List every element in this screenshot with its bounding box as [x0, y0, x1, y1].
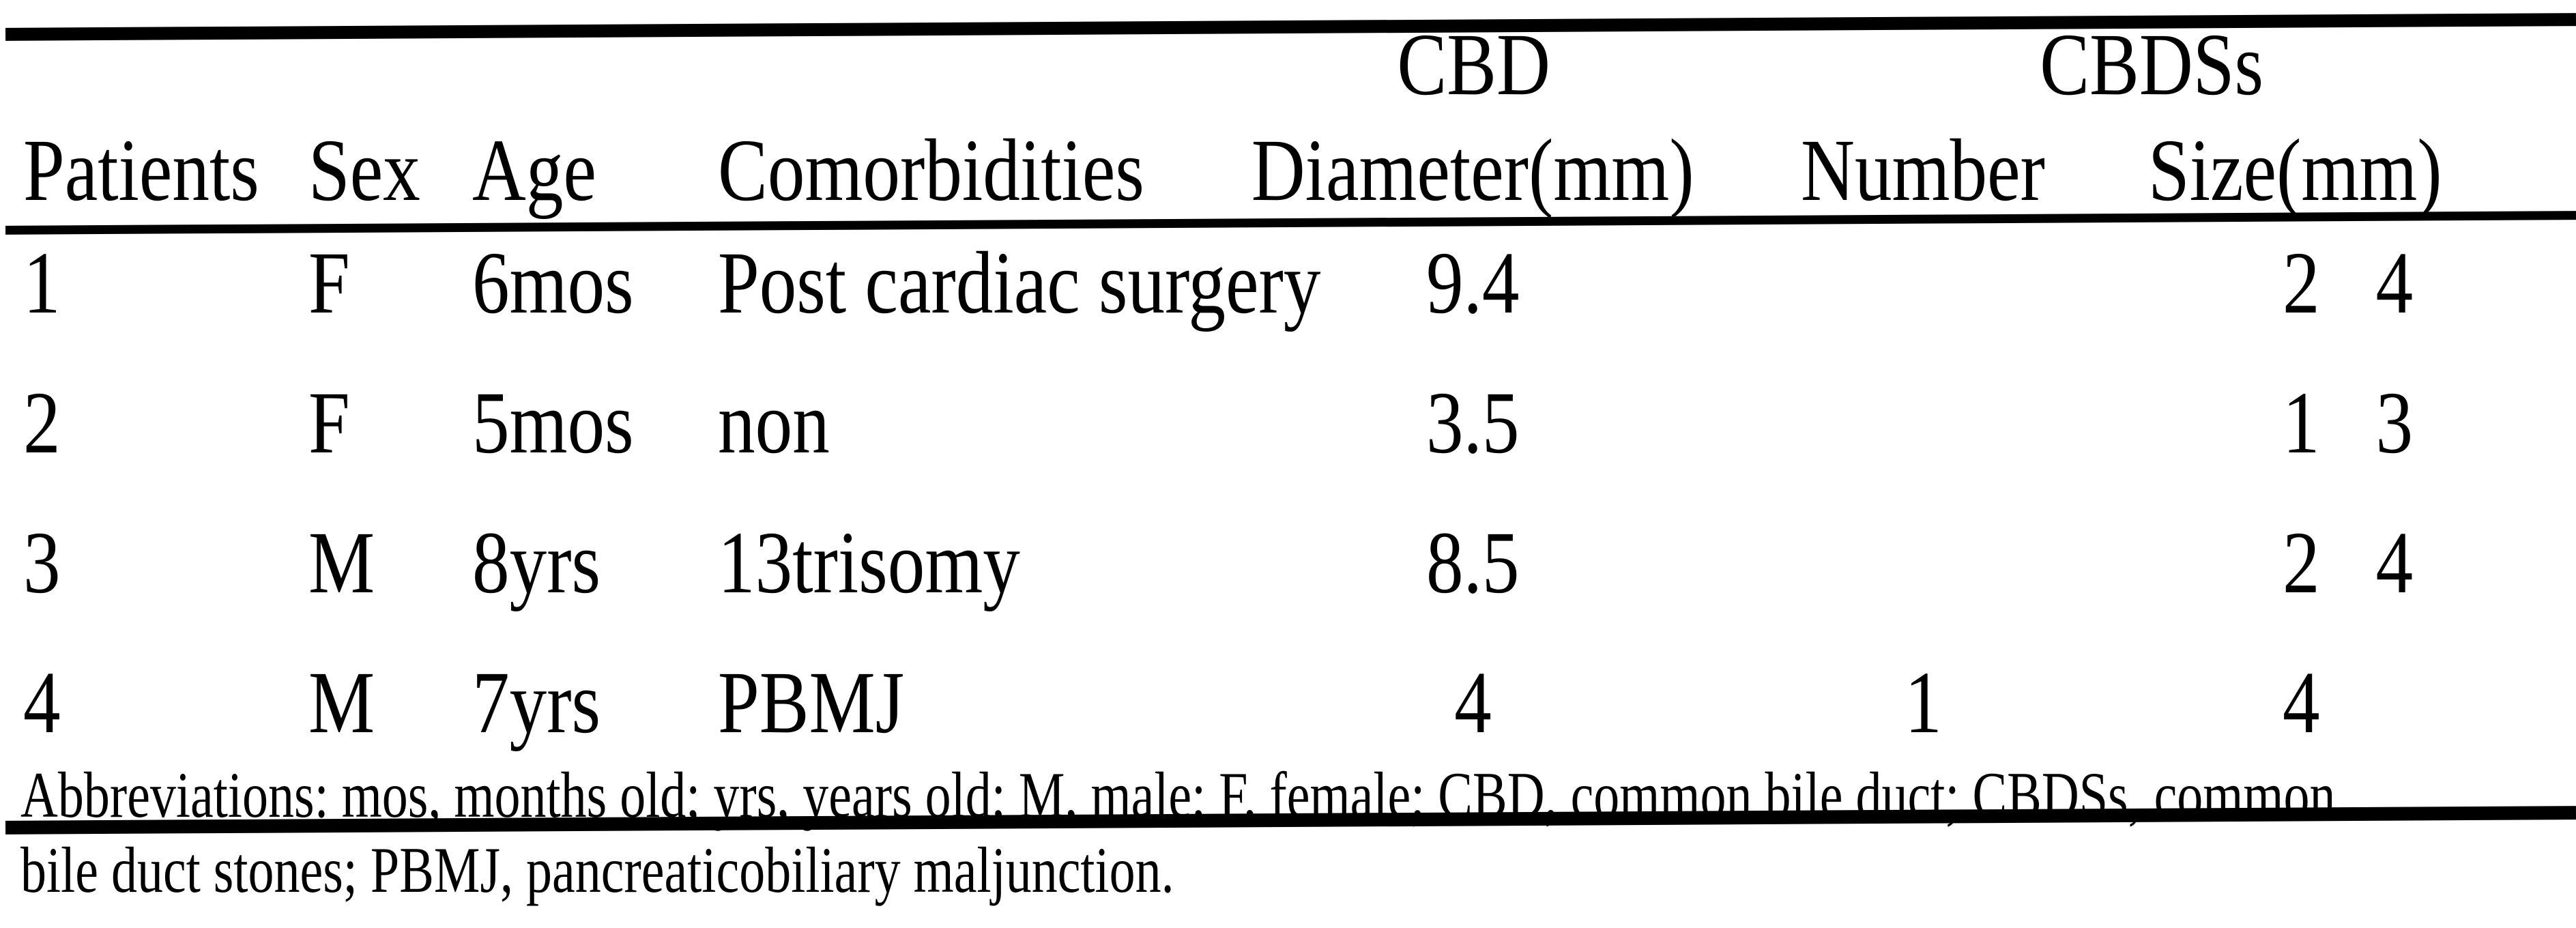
cell-patient-value: 2	[23, 374, 61, 472]
column-group-cbd-label: CBD	[1397, 16, 1551, 114]
cell-cbd-diameter: 3.5	[1166, 379, 1780, 467]
cell-cbds-size: 2 4	[2283, 519, 2438, 607]
cell-cbd-diameter-value: 4	[1453, 654, 1492, 752]
footnote-line-1-text: Abbreviations: mos, months old; yrs, yea…	[20, 759, 2336, 831]
cell-age-value: 6mos	[472, 234, 634, 332]
cell-age-value: 8yrs	[472, 514, 601, 612]
cell-cbd-diameter-value: 8.5	[1426, 514, 1520, 612]
cell-patient: 4	[23, 658, 68, 747]
cell-patient: 3	[23, 519, 68, 607]
cell-patient-value: 3	[23, 514, 61, 612]
column-header-comorbidities: Comorbidities	[718, 126, 1226, 215]
cell-comorbidities: 13trisomy	[718, 519, 1077, 607]
column-header-age: Age	[472, 126, 620, 215]
column-group-header-row: CBD CBDSs	[0, 20, 2576, 136]
cell-cbd-diameter: 4	[1166, 658, 1780, 747]
cell-cbd-diameter: 9.4	[1166, 239, 1780, 328]
cell-cbd-diameter-value: 3.5	[1426, 374, 1520, 472]
table-row: 1 F 6mos Post cardiac surgery 9.4 2 4	[0, 239, 2576, 355]
cell-comorbidities: non	[718, 379, 851, 467]
cell-sex: F	[308, 379, 358, 467]
cell-cbd-diameter: 8.5	[1166, 519, 1780, 607]
table-row: 4 M 7yrs PBMJ 4 1 4	[0, 658, 2576, 774]
column-header-sex-label: Sex	[308, 121, 420, 220]
cell-age: 8yrs	[472, 519, 625, 607]
cell-cbds-size: 2 4	[2283, 239, 2438, 328]
cell-patient-value: 4	[23, 654, 61, 752]
cell-cbd-diameter-value: 9.4	[1426, 234, 1520, 332]
column-group-cbdss: CBDSs	[1844, 20, 2459, 109]
cell-comorbidities-value: non	[718, 374, 830, 472]
cell-patient-value: 1	[23, 234, 61, 332]
cell-cbds-size-value: 2 4	[2283, 514, 2414, 612]
cell-cbds-number: 1	[1616, 658, 2230, 747]
cell-sex-value: F	[308, 374, 350, 472]
cell-comorbidities: PBMJ	[718, 658, 940, 747]
cell-cbds-number	[1616, 379, 2230, 467]
cell-cbds-size: 4	[2283, 658, 2327, 747]
cell-sex-value: F	[308, 234, 350, 332]
cell-age-value: 5mos	[472, 374, 634, 472]
cell-sex-value: M	[308, 654, 375, 752]
column-header-cbds-number: Number	[1616, 126, 2230, 215]
cell-patient: 1	[23, 239, 68, 328]
column-group-cbd: CBD	[1167, 20, 1781, 109]
column-header-cbds-number-label: Number	[1801, 121, 2045, 220]
cell-age-value: 7yrs	[472, 654, 601, 752]
cell-age: 7yrs	[472, 658, 625, 747]
cell-sex: F	[308, 239, 358, 328]
cell-patient: 2	[23, 379, 68, 467]
table-row: 2 F 5mos non 3.5 1 3	[0, 379, 2576, 495]
cell-cbds-number-value: 1	[1904, 654, 1942, 752]
cell-comorbidities-value: Post cardiac surgery	[718, 234, 1321, 332]
cell-cbds-size: 1 3	[2283, 379, 2438, 467]
footnote-line-2-text: bile duct stones; PBMJ, pancreaticobilia…	[20, 834, 1174, 906]
footnote-line-2: bile duct stones; PBMJ, pancreaticobilia…	[20, 838, 1462, 903]
cell-cbds-size-value: 2 4	[2283, 234, 2414, 332]
cell-age: 5mos	[472, 379, 665, 467]
cell-sex: M	[308, 519, 388, 607]
cell-cbds-number	[1616, 519, 2230, 607]
cell-comorbidities-value: 13trisomy	[718, 514, 1020, 612]
column-header-sex: Sex	[308, 126, 442, 215]
column-header-row: Patients Sex Age Comorbidities Diameter(…	[0, 126, 2576, 242]
column-header-cbd-diameter: Diameter(mm)	[1166, 126, 1780, 215]
column-header-patients: Patients	[23, 126, 304, 215]
column-header-cbd-diameter-label: Diameter(mm)	[1251, 121, 1694, 220]
cell-cbds-number	[1616, 239, 2230, 328]
footnote-line-1: Abbreviations: mos, months old; yrs, yea…	[20, 763, 2576, 828]
table-row: 3 M 8yrs 13trisomy 8.5 2 4	[0, 519, 2576, 635]
column-header-age-label: Age	[472, 121, 596, 220]
cell-age: 6mos	[472, 239, 665, 328]
cell-sex-value: M	[308, 514, 375, 612]
cell-cbds-size-value: 1 3	[2283, 374, 2414, 472]
column-header-comorbidities-label: Comorbidities	[718, 121, 1144, 220]
column-header-cbds-size: Size(mm)	[1988, 126, 2576, 215]
cell-comorbidities-value: PBMJ	[718, 654, 905, 752]
cell-sex: M	[308, 658, 388, 747]
cell-cbds-size-value: 4	[2283, 654, 2320, 752]
cell-comorbidities: Post cardiac surgery	[718, 239, 1436, 328]
column-header-cbds-size-label: Size(mm)	[2147, 121, 2442, 220]
column-group-cbdss-label: CBDSs	[2040, 16, 2263, 114]
column-header-patients-label: Patients	[23, 121, 259, 220]
